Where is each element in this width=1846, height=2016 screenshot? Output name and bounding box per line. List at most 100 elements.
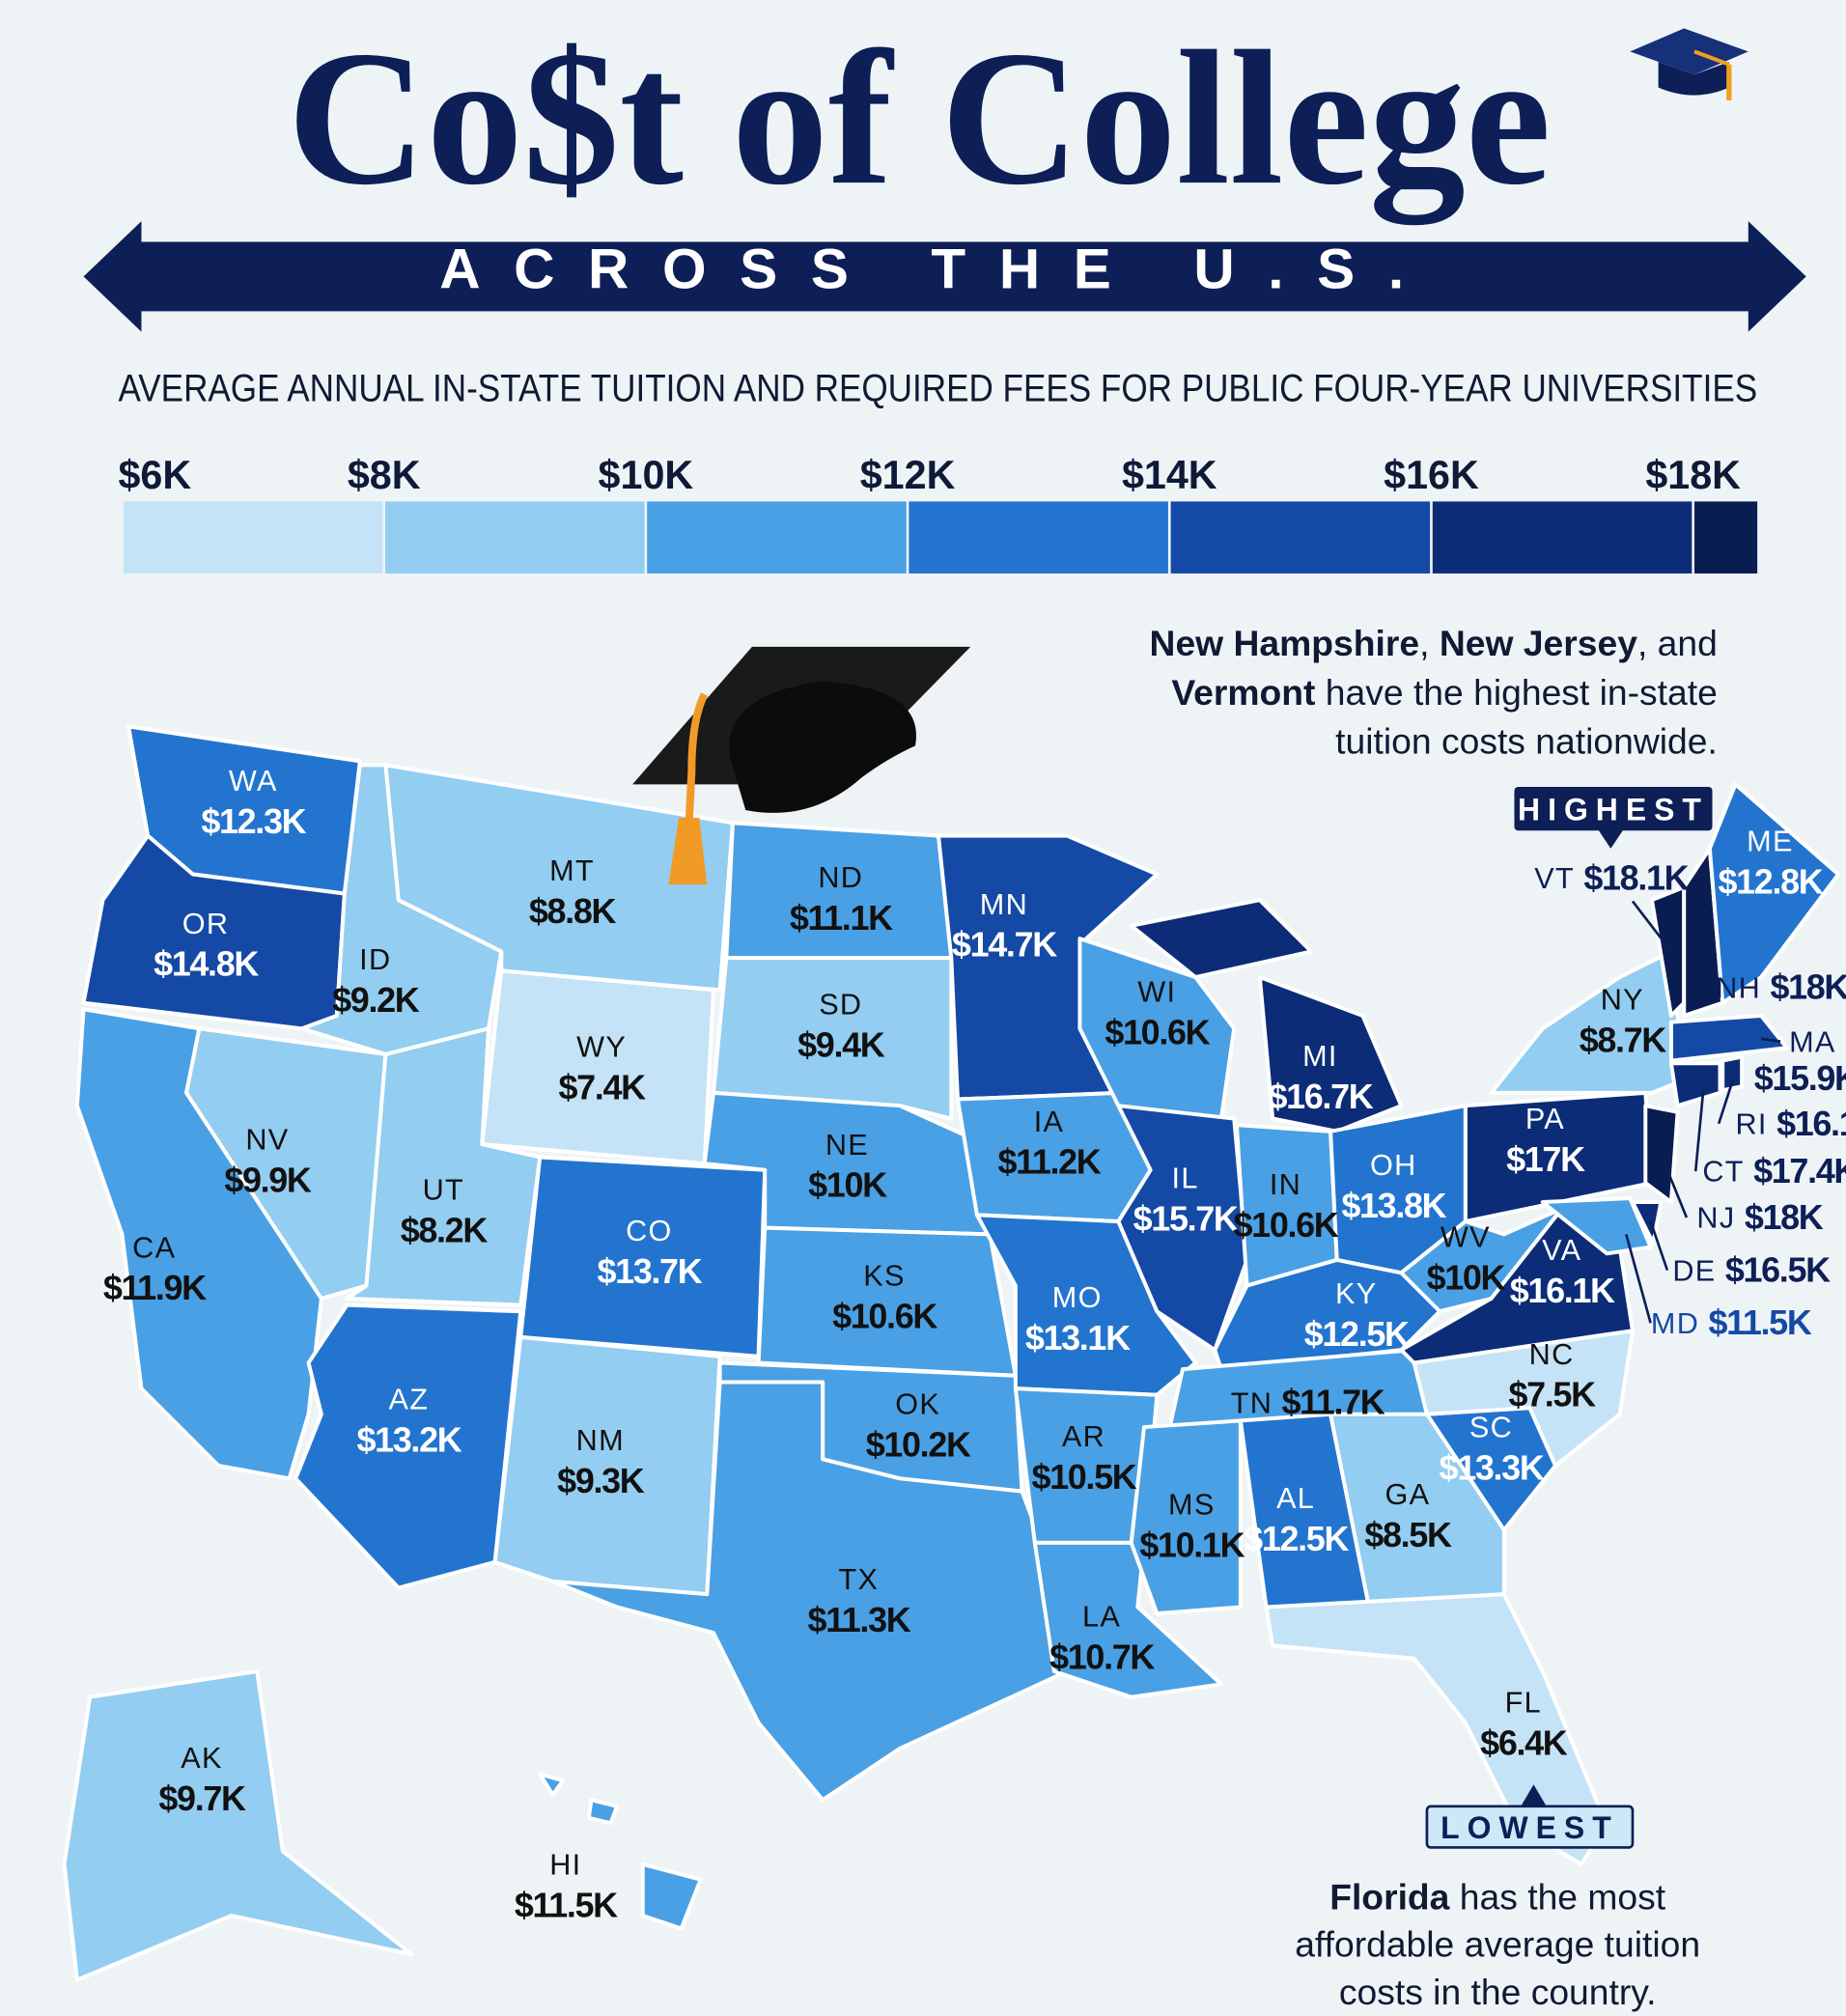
- state-abbr: IN: [1270, 1168, 1301, 1201]
- state-value: $12.5K: [1244, 1519, 1349, 1558]
- state-abbr: MN: [980, 888, 1028, 921]
- note-text: affordable average tuition: [1295, 1924, 1700, 1965]
- legend-swatch: [1432, 501, 1692, 574]
- state-value: $16.5K: [1725, 1250, 1831, 1290]
- state-abbr: OH: [1370, 1149, 1417, 1182]
- state-abbr: IL: [1172, 1162, 1199, 1194]
- state-abbr: AZ: [389, 1383, 430, 1415]
- state-value: $11.9K: [103, 1268, 207, 1307]
- note-text: , and: [1637, 623, 1718, 663]
- state-value: $11.3K: [807, 1600, 910, 1639]
- callout-line: [1664, 1162, 1689, 1218]
- legend-tick-label: $12K: [860, 453, 956, 497]
- badge-label: LOWEST: [1440, 1810, 1619, 1845]
- note-text: has the most: [1449, 1876, 1665, 1917]
- state-value: $8.7K: [1580, 1020, 1667, 1059]
- state-shape: [640, 1862, 703, 1931]
- state-value: $10.1K: [1139, 1526, 1245, 1565]
- state-abbr: PA: [1525, 1103, 1565, 1135]
- state-shape: [1643, 1104, 1680, 1205]
- legend-tick-label: $8K: [348, 453, 421, 497]
- state-value: $15.7K: [1133, 1198, 1239, 1238]
- state-value: $6.4K: [1480, 1723, 1568, 1763]
- state-value: $9.9K: [224, 1160, 312, 1199]
- legend-tick-label: $6K: [118, 453, 191, 497]
- state-abbr: LA: [1082, 1600, 1121, 1633]
- state-value: $18K: [1770, 967, 1846, 1007]
- state-shape: [1707, 782, 1841, 1005]
- state-abbr: NV: [245, 1123, 289, 1156]
- state-value: $13.7K: [597, 1251, 702, 1291]
- legend-tick-label: $18K: [1645, 453, 1741, 497]
- note-line: tuition costs nationwide.: [1335, 720, 1718, 761]
- state-abbr: AR: [1062, 1420, 1105, 1453]
- state-abbr: KS: [863, 1260, 906, 1293]
- state-value: $7.4K: [559, 1068, 647, 1107]
- state-value: $8.5K: [1364, 1515, 1452, 1554]
- state-value: $17.4K: [1753, 1151, 1846, 1190]
- note-line: New Hampshire, New Jersey, and: [1150, 623, 1718, 663]
- state-value: $10.6K: [832, 1297, 937, 1336]
- state-value: $13.2K: [356, 1419, 462, 1459]
- state-value: $9.7K: [158, 1778, 246, 1818]
- state-abbr: OK: [895, 1388, 940, 1421]
- state-value: $12.5K: [1304, 1314, 1410, 1354]
- state-abbr: AL: [1276, 1482, 1315, 1515]
- legend-tick-label: $14K: [1122, 453, 1217, 497]
- state-value: $10.6K: [1234, 1205, 1339, 1245]
- state-abbr: RI: [1735, 1107, 1767, 1140]
- state-shape: [1129, 1418, 1243, 1616]
- state-abbr: ND: [818, 861, 863, 894]
- legend-swatch: [123, 501, 383, 574]
- note-line: Florida has the most: [1329, 1876, 1666, 1917]
- state-abbr: HI: [549, 1848, 581, 1881]
- state-shape: [62, 1669, 414, 1982]
- state-abbr: ID: [359, 943, 391, 976]
- state-value: $11.5K: [515, 1885, 618, 1924]
- state-value: $14.8K: [154, 944, 259, 984]
- state-value: $16.1K: [1510, 1271, 1615, 1310]
- state-value: $13.1K: [1025, 1318, 1131, 1358]
- state-abbr: WI: [1137, 975, 1176, 1008]
- state-shape: [1668, 1061, 1722, 1108]
- state-abbr: WV: [1440, 1221, 1491, 1254]
- description: AVERAGE ANNUAL IN-STATE TUITION AND REQU…: [118, 368, 1757, 410]
- state-abbr: WY: [576, 1031, 627, 1064]
- badge-label: HIGHEST: [1518, 793, 1709, 827]
- legend-swatch: [647, 501, 907, 574]
- state-shape: [1129, 898, 1314, 980]
- state-abbr: MI: [1302, 1040, 1338, 1073]
- state-value: $10.6K: [1105, 1012, 1210, 1051]
- state-abbr: CA: [132, 1231, 176, 1264]
- notes: New Hampshire, New Jersey, and Vermont ha…: [1150, 623, 1718, 2012]
- state-abbr: SC: [1469, 1412, 1513, 1444]
- state-abbr: DE: [1672, 1254, 1716, 1287]
- state-value: $9.4K: [797, 1025, 885, 1065]
- state-value: $10.7K: [1049, 1637, 1155, 1676]
- state-value: $15.9K: [1754, 1058, 1846, 1098]
- callout-line: [1649, 1220, 1669, 1272]
- note-text: New Hampshire: [1150, 623, 1420, 663]
- state-value: $17K: [1506, 1139, 1585, 1179]
- legend-swatch: [385, 501, 645, 574]
- note-line: costs in the country.: [1339, 1972, 1657, 2012]
- state-shape: [550, 1380, 1070, 1803]
- grad-cap: [632, 646, 971, 885]
- state-abbr: AK: [181, 1742, 223, 1775]
- title-cap: [1630, 28, 1748, 100]
- state-shape: [1720, 1054, 1745, 1093]
- state-shape: [1257, 975, 1404, 1134]
- state-value: $13.3K: [1440, 1448, 1545, 1488]
- title: Co$t of College: [288, 12, 1552, 225]
- state-value: $11.2K: [998, 1142, 1102, 1182]
- legend-swatch: [1170, 501, 1431, 574]
- state-abbr: VT: [1534, 862, 1575, 895]
- state-abbr: NC: [1529, 1338, 1575, 1371]
- note-line: affordable average tuition: [1295, 1924, 1700, 1965]
- state-abbr: GA: [1385, 1478, 1431, 1511]
- state-abbr: CT: [1702, 1156, 1744, 1189]
- state-shape: [586, 1798, 620, 1826]
- note-text: tuition costs nationwide.: [1335, 720, 1718, 761]
- state-abbr: NJ: [1696, 1202, 1735, 1235]
- state-shape: [711, 956, 954, 1121]
